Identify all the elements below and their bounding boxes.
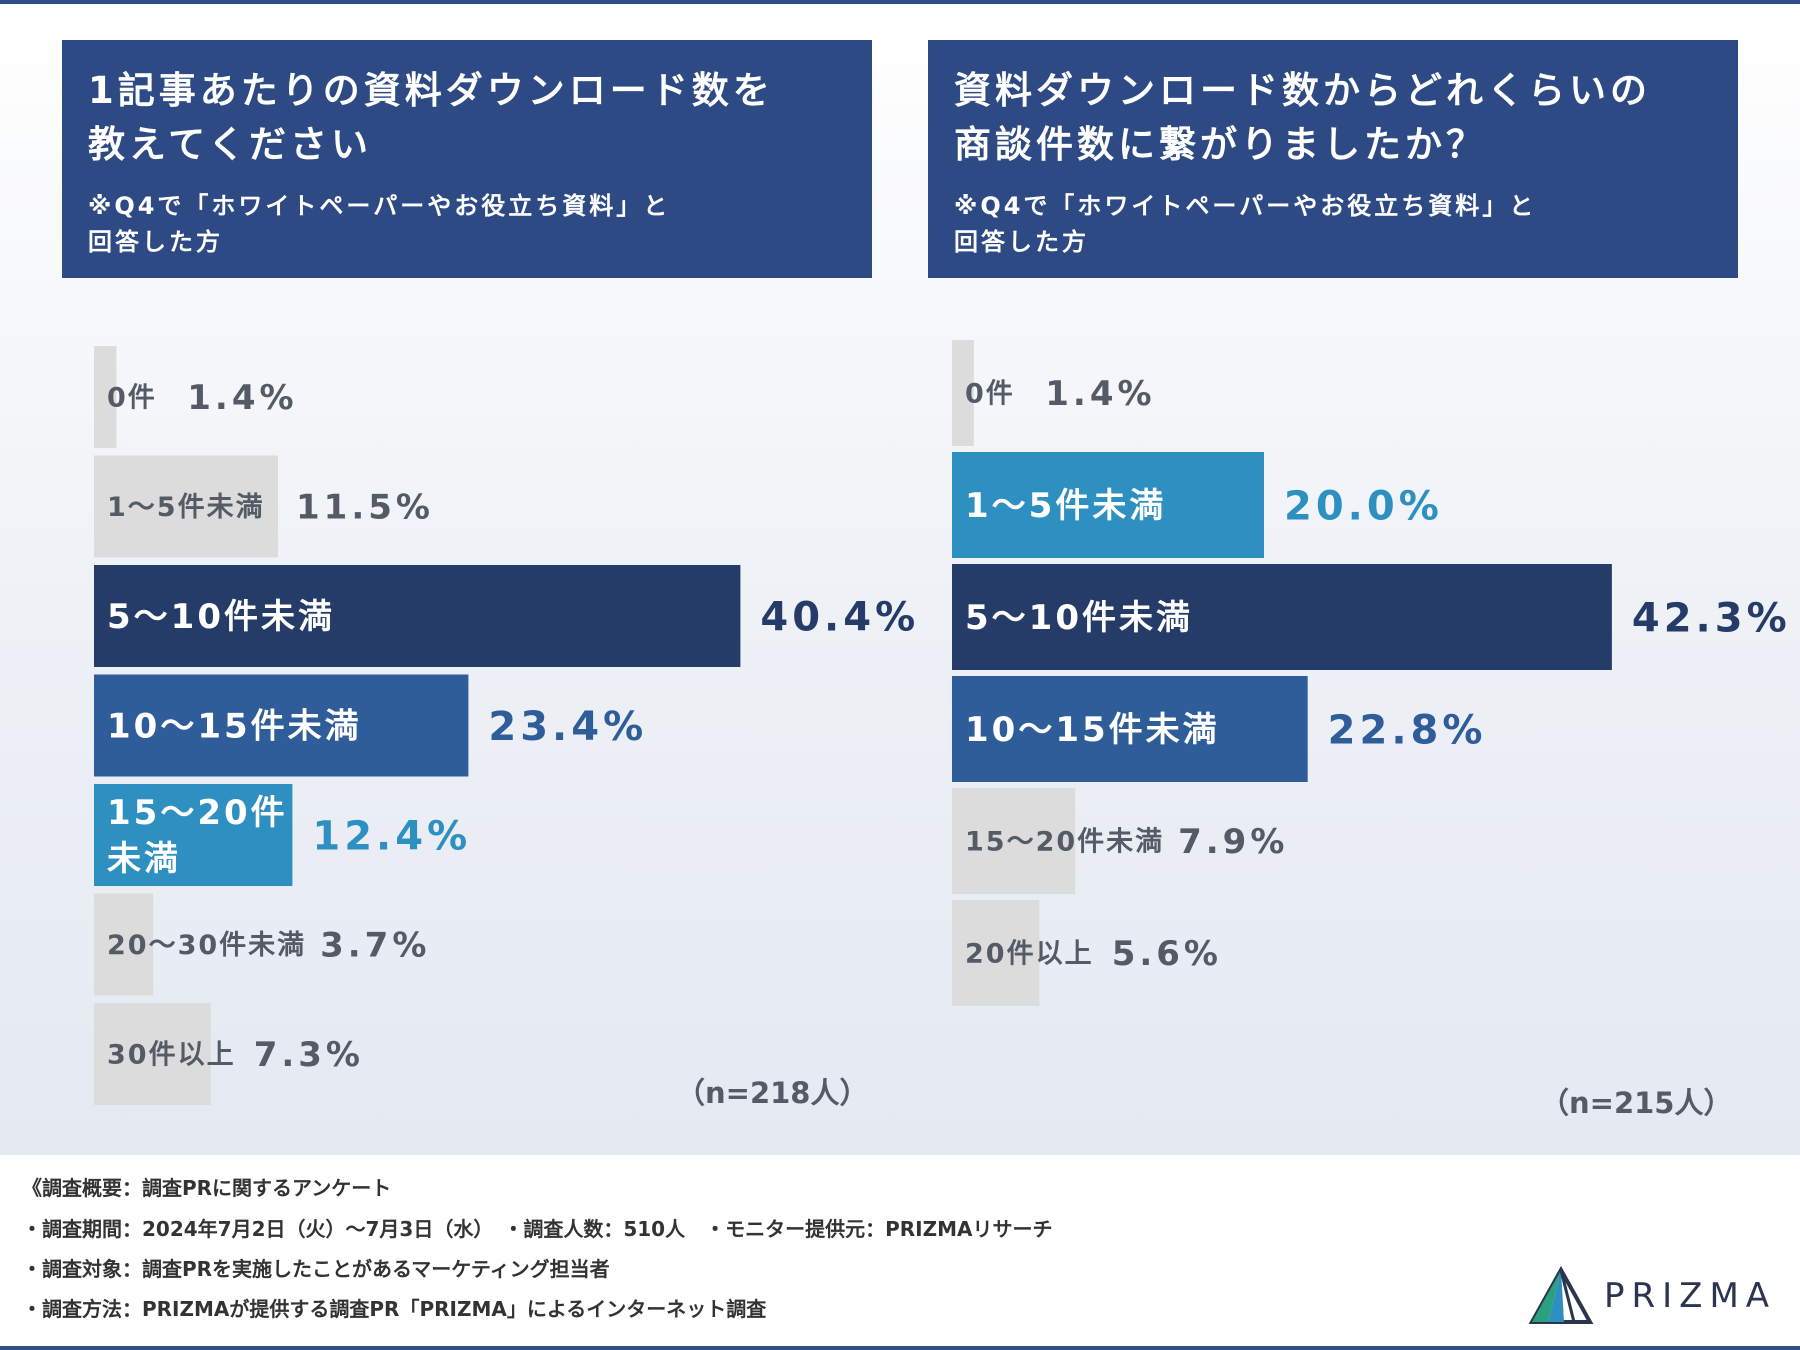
survey-period-line: ・調査期間：2024年7月2日（火）〜7月3日（水） ・調査人数：510人 ・モ… — [22, 1217, 1053, 1241]
right-category-label-4: 10〜15件未満 — [965, 710, 1220, 750]
left-value-label-7: 7.3% — [254, 1035, 364, 1075]
top-border-line — [0, 0, 1800, 4]
survey-footer: 《調査概要：調査PRに関するアンケート ・調査期間：2024年7月2日（火）〜7… — [0, 1155, 1800, 1350]
left-category-label-7: 30件以上 — [107, 1040, 236, 1071]
right-category-label-1: 0件 — [965, 379, 1015, 410]
right-bar-2 — [952, 452, 1264, 558]
right-category-line-6-1: 20件以上 — [965, 939, 1094, 970]
right-sample-size: （n=215人） — [1540, 1086, 1733, 1120]
right-category-label-6: 20件以上 — [965, 939, 1094, 970]
left-category-line-2-1: 1〜5件未満 — [107, 492, 265, 523]
left-category-line-3-1: 5〜10件未満 — [107, 597, 335, 637]
left-bar-3 — [94, 565, 741, 667]
right-value-label-3: 42.3% — [1632, 595, 1791, 641]
left-category-line-5-1: 15〜20件 — [107, 793, 288, 833]
right-category-line-5-1: 15〜20件未満 — [965, 827, 1164, 858]
left-value-label-1: 1.4% — [187, 378, 297, 418]
right-bar-1 — [952, 340, 974, 446]
left-title-line-2: 教えてください — [88, 123, 373, 166]
right-value-label-1: 1.4% — [1045, 374, 1155, 414]
right-note-line-2: 回答した方 — [954, 228, 1089, 256]
left-note-line-2: 回答した方 — [88, 228, 223, 256]
left-category-label-4: 10〜15件未満 — [107, 707, 362, 747]
right-category-label-5: 15〜20件未満 — [965, 827, 1164, 858]
left-category-label-6: 20〜30件未満 — [107, 930, 306, 961]
right-category-line-1-1: 0件 — [965, 379, 1015, 410]
left-category-label-5: 15〜20件未満 — [107, 793, 288, 879]
right-category-line-3-1: 5〜10件未満 — [965, 598, 1193, 638]
left-question-note: ※Q4で「ホワイトペーパーやお役立ち資料」と 回答した方 — [88, 188, 788, 260]
left-bar-chart: 0件 1.4%1〜5件未満 11.5%5〜10件未満 40.4%10〜15件未満 23.… — [94, 346, 915, 1105]
survey-summary-line: 《調査概要：調査PRに関するアンケート — [22, 1176, 392, 1200]
left-value-label-3: 40.4% — [760, 594, 919, 640]
left-value-label-5: 12.4% — [312, 813, 471, 859]
right-bar-5 — [952, 788, 1076, 894]
survey-target-line: ・調査対象：調査PRを実施したことがあるマーケティング担当者 — [22, 1257, 610, 1281]
left-category-line-6-1: 20〜30件未満 — [107, 930, 306, 961]
right-value-label-4: 22.8% — [1328, 707, 1487, 753]
right-category-label-3: 5〜10件未満 — [965, 598, 1193, 638]
left-category-line-1-1: 0件 — [107, 383, 157, 414]
left-bar-7 — [94, 1003, 211, 1105]
left-value-label-4: 23.4% — [488, 704, 647, 750]
right-value-label-6: 5.6% — [1112, 934, 1222, 974]
right-bar-4 — [952, 676, 1308, 782]
right-category-line-2-1: 1〜5件未満 — [965, 486, 1166, 526]
right-category-line-4-1: 10〜15件未満 — [965, 710, 1220, 750]
left-category-label-2: 1〜5件未満 — [107, 492, 265, 523]
left-bar-2 — [94, 455, 278, 558]
left-sample-size: （n=218人） — [676, 1076, 869, 1110]
prizma-logo-icon — [1528, 1265, 1594, 1324]
right-value-label-5: 7.9% — [1178, 822, 1288, 862]
right-bar-chart: 0件 1.4%1〜5件未満 20.0%5〜10件未満 42.3%10〜15件未満 22.… — [952, 340, 1787, 1006]
prizma-logo: PRIZMA — [1528, 1265, 1769, 1330]
left-bar-4 — [94, 674, 469, 777]
left-title-line-1: 1記事あたりの資料ダウンロード数を — [88, 69, 774, 112]
prizma-logo-text: PRIZMA — [1604, 1276, 1777, 1316]
right-note-line-1: ※Q4で「ホワイトペーパーやお役立ち資料」と — [954, 192, 1537, 220]
bottom-border-line — [0, 1346, 1800, 1350]
survey-method-line: ・調査方法：PRIZMAが提供する調査PR「PRIZMA」によるインターネット調… — [22, 1297, 767, 1321]
left-chart-panel: 1記事あたりの資料ダウンロード数を 教えてください ※Q4で「ホワイトペーパーや… — [0, 0, 915, 1150]
right-bar-3 — [952, 564, 1612, 670]
left-bar-1 — [94, 346, 117, 448]
left-bar-5 — [94, 784, 293, 886]
left-category-label-3: 5〜10件未満 — [107, 597, 335, 637]
right-question-header: 資料ダウンロード数からどれくらいの 商談件数に繋がりましたか？ ※Q4で「ホワイ… — [928, 40, 1738, 278]
right-chart-panel: 資料ダウンロード数からどれくらいの 商談件数に繋がりましたか？ ※Q4で「ホワイ… — [866, 0, 1787, 1150]
right-value-label-2: 20.0% — [1284, 483, 1443, 529]
left-category-line-5-2: 未満 — [107, 839, 181, 879]
left-note-line-1: ※Q4で「ホワイトペーパーやお役立ち資料」と — [88, 192, 671, 220]
left-category-line-7-1: 30件以上 — [107, 1040, 236, 1071]
left-question-header: 1記事あたりの資料ダウンロード数を 教えてください ※Q4で「ホワイトペーパーや… — [62, 40, 872, 278]
right-title-line-1: 資料ダウンロード数からどれくらいの — [954, 69, 1651, 112]
left-bar-6 — [94, 893, 154, 996]
left-category-label-1: 0件 — [107, 383, 157, 414]
right-category-label-2: 1〜5件未満 — [965, 486, 1166, 526]
right-title-line-2: 商談件数に繋がりましたか？ — [954, 123, 1487, 166]
left-value-label-6: 3.7% — [320, 926, 430, 966]
right-bar-6 — [952, 900, 1040, 1006]
right-question-note: ※Q4で「ホワイトペーパーやお役立ち資料」と 回答した方 — [954, 188, 1654, 260]
left-category-line-4-1: 10〜15件未満 — [107, 707, 362, 747]
right-question-title: 資料ダウンロード数からどれくらいの 商談件数に繋がりましたか？ — [954, 64, 1724, 172]
left-question-title: 1記事あたりの資料ダウンロード数を 教えてください — [88, 64, 858, 172]
left-value-label-2: 11.5% — [296, 488, 434, 528]
